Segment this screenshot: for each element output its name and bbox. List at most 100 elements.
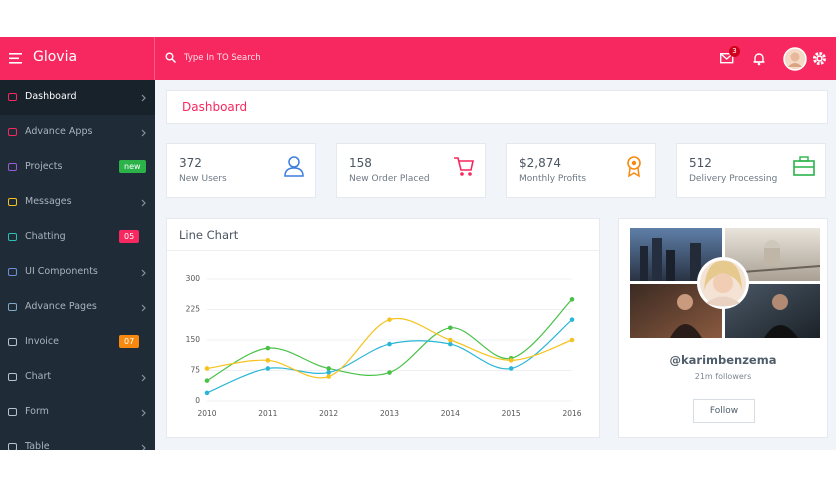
data-point [204,366,210,371]
sidebar-item[interactable]: Table [0,430,155,450]
sidebar-label: Messages [25,196,72,207]
data-point [387,341,392,347]
sidebar-item[interactable]: Chatting 05 [0,220,155,255]
data-point [569,337,575,343]
y-tick-label: 75 [190,366,200,375]
chevron [141,304,146,312]
sidebar-icon [8,93,17,101]
profile-card: @karimbenzema 21m followers Follow [618,218,828,438]
sidebar-item[interactable]: Projects new [0,150,155,185]
stat-icon [793,156,815,176]
chart-title: Line Chart [179,228,239,242]
menu-icon[interactable] [9,53,23,64]
sidebar-icon [8,198,17,206]
stat-label: New Users [179,174,227,184]
sidebar-label: Chatting [25,231,66,242]
data-point [265,345,271,351]
series-line [206,317,573,379]
sidebar-item[interactable]: Dashboard [0,80,155,115]
search-icon [165,52,177,64]
sidebar-label: Invoice [25,336,59,347]
y-tick-label: 0 [195,396,200,405]
sidebar-icon [8,163,17,171]
sidebar-label: Table [25,441,50,450]
x-tick-label: 2014 [441,409,460,418]
photo-collage [630,228,820,338]
sidebar-badge: 05 [119,230,140,243]
data-point [265,366,271,371]
x-tick-label: 2015 [502,409,521,418]
page-title-card: Dashboard [166,90,828,124]
chart: 0 75 150 225 300 2010 2011 2012 2013 2014 2015 2016 [186,274,582,418]
data-point [204,390,210,396]
follow-button[interactable]: Follow [693,399,755,423]
x-tick-label: 2016 [562,409,581,418]
data-point [204,378,210,383]
data-point [448,341,453,347]
chevron [141,374,146,382]
y-tick-label: 300 [186,274,201,283]
x-tick-label: 2011 [258,409,277,418]
sidebar-item[interactable]: UI Components [0,255,155,290]
chevron [141,409,146,417]
sidebar-badge: new [119,160,146,173]
search-input[interactable]: Type In TO Search [184,53,261,63]
stat-label: Monthly Profits [519,174,587,184]
chevron-shape [141,374,146,382]
stat-card: 158 New Order Placed [336,143,486,198]
brand-area: Glovia [0,37,155,80]
data-point [326,370,331,375]
sidebar-item[interactable]: Chart [0,360,155,395]
x-tick-label: 2012 [319,409,338,418]
stat-icon [627,156,641,178]
chevron [141,269,146,277]
sidebar-item[interactable]: Advance Apps [0,115,155,150]
y-tick-label: 150 [186,335,201,344]
chevron-shape [141,94,146,102]
sidebar-label: Projects [25,161,63,172]
chevron [141,94,146,102]
sidebar-icon [8,303,17,311]
y-tick-label: 225 [186,305,201,314]
sidebar-item[interactable]: Messages [0,185,155,220]
data-point [508,366,514,371]
chevron [141,199,146,207]
page-title: Dashboard [182,100,248,114]
sidebar-label: UI Components [25,266,98,277]
stat-icon [284,156,304,177]
chevron-shape [141,409,146,417]
sidebar-icon [8,338,17,346]
user-avatar[interactable] [783,47,807,71]
stat-icon [454,157,474,176]
sidebar-item[interactable]: Invoice 07 [0,325,155,360]
data-point [326,374,331,379]
stat-label: New Order Placed [349,174,430,184]
chevron-shape [141,199,146,207]
sidebar-item[interactable]: Advance Pages [0,290,155,325]
settings-icon[interactable] [812,51,827,66]
sidebar-item[interactable]: Form [0,395,155,430]
stat-card: 512 Delivery Processing [676,143,826,198]
sidebar-label: Advance Pages [25,301,97,312]
chevron-shape [141,269,146,277]
chevron [141,444,146,450]
sidebar-label: Chart [25,371,52,382]
brand: Glovia [33,49,78,65]
data-point [508,358,514,363]
stat-card: $2,874 Monthly Profits [506,143,656,198]
chevron-shape [141,444,146,450]
bell-icon[interactable] [753,52,765,66]
stat-card: 372 New Users [166,143,316,198]
sidebar-badge: 07 [119,335,140,348]
stat-label: Delivery Processing [689,174,778,184]
x-tick-label: 2010 [197,409,216,418]
sidebar-icon [8,268,17,276]
chart-card: Line Chart 0 75 150 225 300 2010 2011 2012 2013 2… [166,218,600,438]
chevron-shape [141,304,146,312]
content: Dashboard 372 New Users 158 New Order Place… [155,80,836,450]
sidebar: Dashboard Advance Apps Projects new Messages… [0,80,155,450]
stat-value: 372 [179,156,202,170]
data-point [326,366,331,371]
profile-followers: 21m followers [694,372,752,381]
